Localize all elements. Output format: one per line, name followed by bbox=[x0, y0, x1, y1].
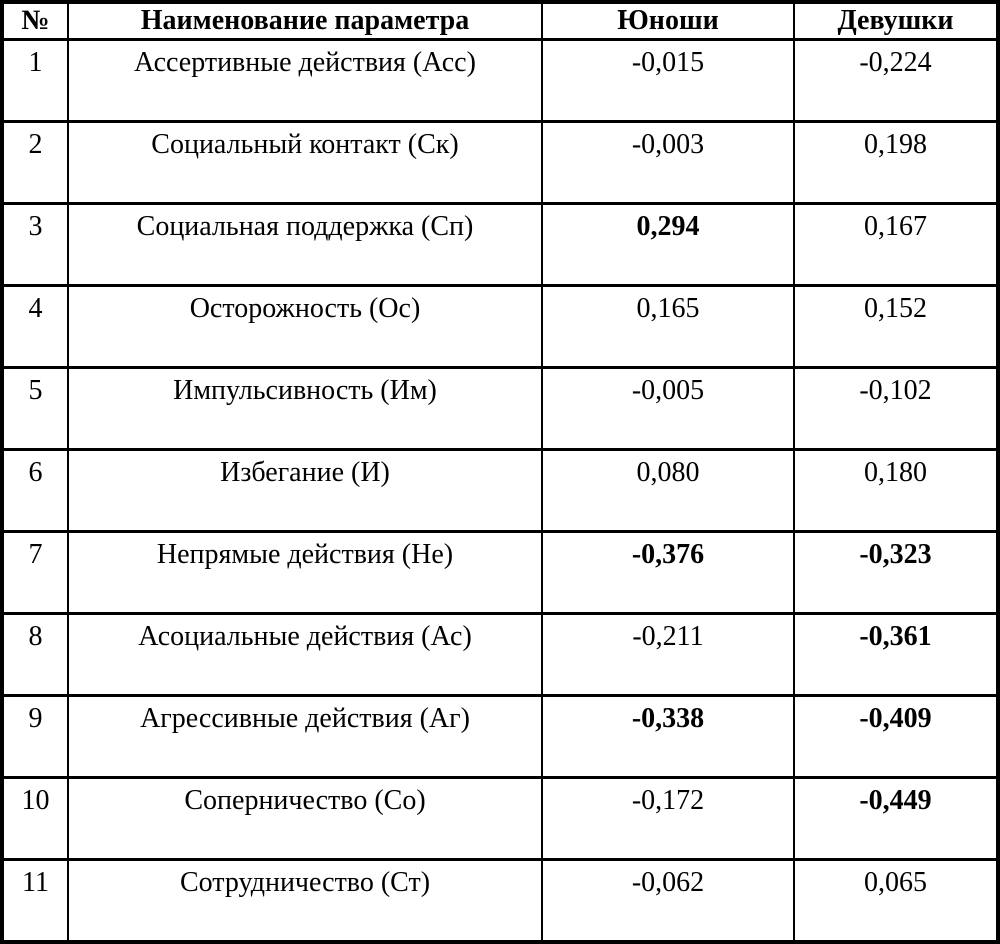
cell-female: 0,198 bbox=[793, 120, 999, 205]
cell-param: Социальный контакт (Ск) bbox=[67, 120, 543, 205]
cell-female: -0,409 bbox=[793, 694, 999, 779]
col-header-male: Юноши bbox=[541, 1, 795, 41]
cell-num: 10 bbox=[1, 776, 69, 861]
table-row: 3 Социальная поддержка (Сп) 0,294 0,167 bbox=[1, 202, 999, 287]
table-row: 2 Социальный контакт (Ск) -0,003 0,198 bbox=[1, 120, 999, 205]
table-header: № Наименование параметра Юноши Девушки bbox=[1, 1, 999, 41]
cell-male: -0,338 bbox=[541, 694, 795, 779]
table-body: 1 Ассертивные действия (Асс) -0,015 -0,2… bbox=[1, 38, 999, 944]
table-row: 10 Соперничество (Со) -0,172 -0,449 bbox=[1, 776, 999, 861]
cell-param: Избегание (И) bbox=[67, 448, 543, 533]
cell-num: 2 bbox=[1, 120, 69, 205]
cell-male: 0,165 bbox=[541, 284, 795, 369]
cell-param: Импульсивность (Им) bbox=[67, 366, 543, 451]
table-row: 5 Импульсивность (Им) -0,005 -0,102 bbox=[1, 366, 999, 451]
cell-num: 11 bbox=[1, 858, 69, 944]
cell-param: Ассертивные действия (Асс) bbox=[67, 38, 543, 123]
cell-num: 1 bbox=[1, 38, 69, 123]
col-header-param: Наименование параметра bbox=[67, 1, 543, 41]
cell-param: Соперничество (Со) bbox=[67, 776, 543, 861]
cell-param: Сотрудничество (Ст) bbox=[67, 858, 543, 944]
cell-female: 0,065 bbox=[793, 858, 999, 944]
cell-female: -0,102 bbox=[793, 366, 999, 451]
cell-num: 7 bbox=[1, 530, 69, 615]
cell-female: 0,180 bbox=[793, 448, 999, 533]
cell-num: 5 bbox=[1, 366, 69, 451]
table-row: 8 Асоциальные действия (Ас) -0,211 -0,36… bbox=[1, 612, 999, 697]
cell-male: -0,172 bbox=[541, 776, 795, 861]
cell-male: -0,015 bbox=[541, 38, 795, 123]
table-row: 1 Ассертивные действия (Асс) -0,015 -0,2… bbox=[1, 38, 999, 123]
cell-num: 4 bbox=[1, 284, 69, 369]
cell-male: -0,005 bbox=[541, 366, 795, 451]
cell-male: -0,211 bbox=[541, 612, 795, 697]
cell-param: Асоциальные действия (Ас) bbox=[67, 612, 543, 697]
table-row: 6 Избегание (И) 0,080 0,180 bbox=[1, 448, 999, 533]
cell-num: 6 bbox=[1, 448, 69, 533]
cell-female: -0,224 bbox=[793, 38, 999, 123]
cell-female: 0,152 bbox=[793, 284, 999, 369]
cell-male: 0,080 bbox=[541, 448, 795, 533]
cell-female: -0,449 bbox=[793, 776, 999, 861]
cell-female: -0,323 bbox=[793, 530, 999, 615]
cell-num: 9 bbox=[1, 694, 69, 779]
cell-param: Осторожность (Ос) bbox=[67, 284, 543, 369]
header-row: № Наименование параметра Юноши Девушки bbox=[1, 1, 999, 41]
cell-num: 8 bbox=[1, 612, 69, 697]
table-row: 4 Осторожность (Ос) 0,165 0,152 bbox=[1, 284, 999, 369]
table-row: 11 Сотрудничество (Ст) -0,062 0,065 bbox=[1, 858, 999, 944]
cell-param: Агрессивные действия (Аг) bbox=[67, 694, 543, 779]
col-header-female: Девушки bbox=[793, 1, 999, 41]
col-header-num: № bbox=[1, 1, 69, 41]
cell-male: -0,003 bbox=[541, 120, 795, 205]
cell-male: -0,062 bbox=[541, 858, 795, 944]
cell-param: Непрямые действия (Не) bbox=[67, 530, 543, 615]
cell-param: Социальная поддержка (Сп) bbox=[67, 202, 543, 287]
cell-male: -0,376 bbox=[541, 530, 795, 615]
table-row: 9 Агрессивные действия (Аг) -0,338 -0,40… bbox=[1, 694, 999, 779]
cell-female: -0,361 bbox=[793, 612, 999, 697]
cell-female: 0,167 bbox=[793, 202, 999, 287]
cell-num: 3 bbox=[1, 202, 69, 287]
cell-male: 0,294 bbox=[541, 202, 795, 287]
table-row: 7 Непрямые действия (Не) -0,376 -0,323 bbox=[1, 530, 999, 615]
